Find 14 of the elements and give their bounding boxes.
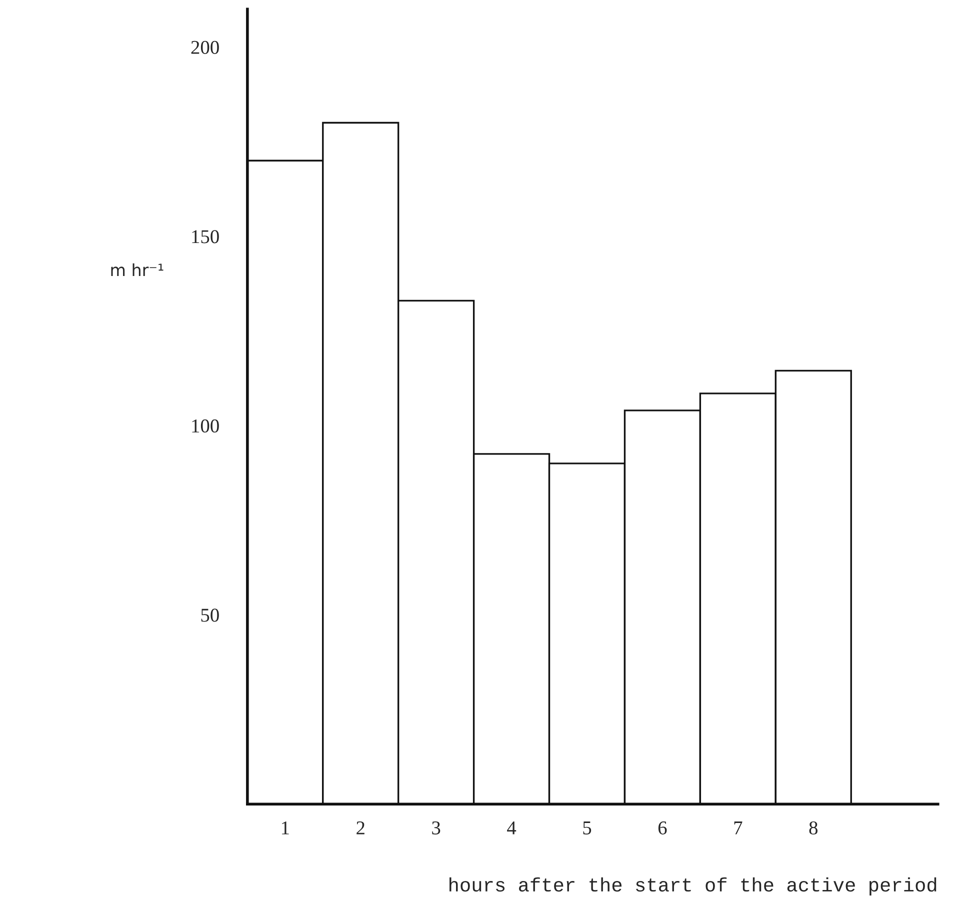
x-tick-label: 8 — [809, 821, 818, 834]
x-tick-label: 2 — [356, 821, 364, 834]
x-tick-label: 1 — [282, 821, 289, 834]
y-tick-label: 200 — [191, 40, 219, 54]
y-tick-label: 50 — [201, 608, 219, 622]
y-axis-title: m hr⁻¹ — [111, 263, 164, 276]
x-tick-label: 3 — [432, 821, 440, 834]
x-tick-label: 5 — [583, 822, 592, 834]
y-tick-label: 100 — [192, 419, 219, 433]
y-tick-label: 150 — [192, 230, 219, 244]
x-tick-label: 7 — [734, 822, 742, 834]
x-tick-label: 4 — [507, 821, 516, 834]
x-tick-label: 6 — [658, 821, 667, 834]
x-axis-title: hours after the start of the active period — [450, 877, 936, 896]
